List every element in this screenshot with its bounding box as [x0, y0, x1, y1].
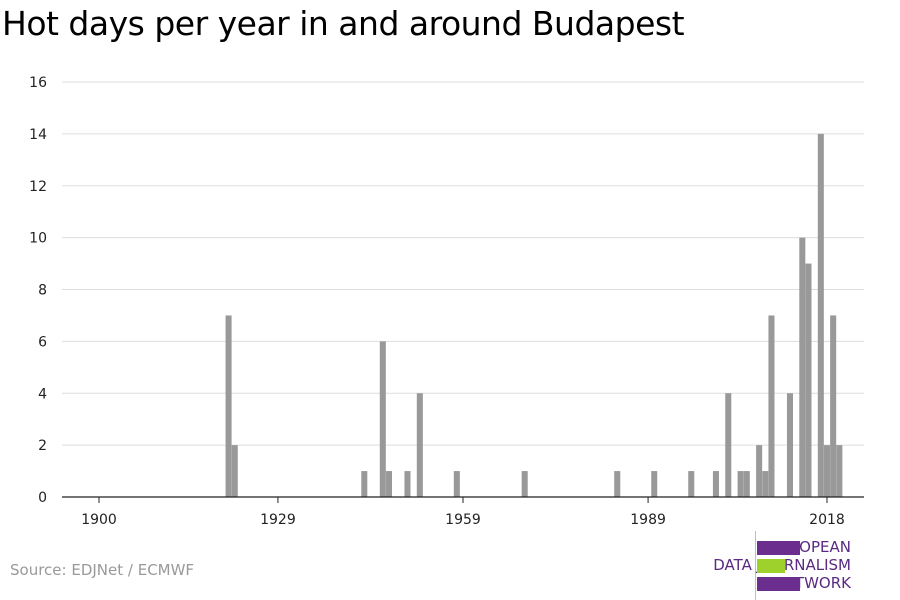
y-tick-label: 12 [29, 179, 47, 195]
bar-1946 [379, 341, 386, 498]
bar-1921 [225, 315, 232, 497]
y-tick-label: 10 [29, 231, 47, 247]
x-tick-label: 1929 [260, 512, 296, 528]
bar-1943 [361, 471, 368, 497]
bar-2007 [756, 445, 763, 498]
bar-2005 [743, 471, 750, 497]
y-tick-label: 0 [38, 490, 47, 506]
bar-1952 [416, 393, 423, 497]
bar-2012 [786, 393, 793, 497]
y-tick-label: 6 [38, 334, 47, 350]
x-tick-label: 2018 [809, 512, 845, 528]
bar-1950 [404, 471, 411, 497]
source-note: Source: EDJNet / ECMWF [10, 561, 195, 579]
logo-bar-purple-top [757, 541, 800, 555]
bar-2009 [768, 315, 775, 497]
edjnet-logo[interactable]: EUROPEAN DATA JOURNALISM NETWORK [700, 529, 900, 600]
bar-1984 [614, 471, 621, 497]
logo-bar-green [757, 559, 785, 573]
y-tick-label: 14 [29, 127, 47, 143]
y-tick-label: 4 [38, 386, 47, 402]
bar-2000 [712, 471, 719, 497]
gridlines [62, 81, 864, 446]
bar-1958 [453, 471, 460, 497]
y-tick-label: 8 [38, 283, 47, 299]
bar-2020 [836, 445, 843, 498]
x-tick-label: 1900 [81, 512, 117, 528]
x-tick-label: 1989 [630, 512, 666, 528]
bar-2017 [817, 133, 824, 498]
bar-2004 [737, 471, 744, 497]
y-tick-label: 2 [38, 438, 47, 454]
bar-2019 [830, 315, 837, 497]
logo-bar-purple-bottom [757, 577, 800, 591]
x-tick-label: 1959 [445, 512, 481, 528]
bar-1922 [231, 445, 238, 498]
bar-1990 [651, 471, 658, 497]
x-axis-ticks: 1900 1929 1959 1989 2018 [81, 497, 845, 528]
y-axis-ticks: 0 2 4 6 8 10 12 14 16 [29, 75, 47, 506]
chart-title: Hot days per year in and around Budapest [2, 4, 685, 43]
bar-2015 [805, 263, 812, 497]
y-tick-label: 16 [29, 75, 47, 91]
bar-1996 [688, 471, 695, 497]
bar-2002 [725, 393, 732, 497]
bar-2014 [799, 237, 806, 498]
bar-1969 [521, 471, 528, 497]
bars [225, 133, 843, 498]
bar-1947 [385, 471, 392, 497]
bar-2008 [762, 471, 769, 497]
logo-divider [755, 531, 756, 600]
bar-2018 [823, 445, 831, 498]
